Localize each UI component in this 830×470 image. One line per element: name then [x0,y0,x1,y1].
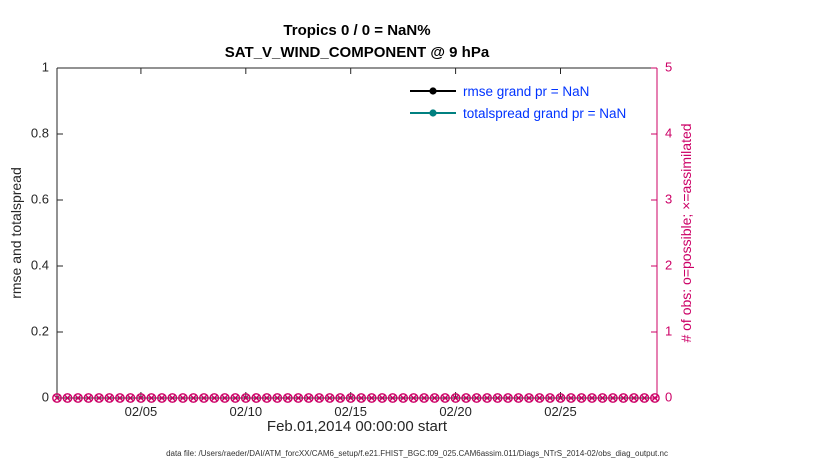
legend: rmse grand pr = NaN totalspread grand pr… [410,80,626,124]
right-y-tick-label: 2 [665,257,672,272]
left-y-tick-label: 0.2 [31,323,49,338]
left-y-tick-label: 0 [42,389,49,404]
legend-item-totalspread: totalspread grand pr = NaN [410,102,626,124]
left-y-tick-label: 0.6 [31,191,49,206]
chart-title-line2: SAT_V_WIND_COMPONENT @ 9 hPa [224,44,490,61]
legend-swatch-totalspread [410,109,456,117]
x-axis-label: Feb.01,2014 00:00:00 start [266,418,448,435]
y-axis-label-right: # of obs: o=possible; ×=assimilated [678,123,694,343]
left-y-ticks: 0 0.2 0.4 0.6 0.8 1 [31,59,63,404]
x-tick-label: 02/25 [544,404,577,419]
obs-markers-circle [52,393,660,403]
x-tick-label: 02/05 [125,404,158,419]
right-y-tick-label: 1 [665,323,672,338]
right-y-tick-label: 0 [665,389,672,404]
y-axis-label-left: rmse and totalspread [8,167,24,299]
legend-label-rmse: rmse grand pr = NaN [463,83,590,99]
x-ticks: 02/05 02/10 02/15 02/20 02/25 [125,68,577,419]
left-y-tick-label: 0.8 [31,125,49,140]
legend-swatch-rmse [410,87,456,95]
legend-item-rmse: rmse grand pr = NaN [410,80,626,102]
x-tick-label: 02/20 [439,404,472,419]
right-y-ticks: 0 1 2 3 4 5 [651,59,672,404]
x-tick-label: 02/15 [334,404,367,419]
right-y-tick-label: 4 [665,125,672,140]
legend-label-totalspread: totalspread grand pr = NaN [463,105,627,121]
right-y-tick-label: 3 [665,191,672,206]
left-y-tick-label: 0.4 [31,257,49,272]
right-y-tick-label: 5 [665,59,672,74]
chart-title-line1: Tropics 0 / 0 = NaN% [283,22,431,39]
obs-markers-x [53,394,658,402]
x-tick-label: 02/10 [230,404,263,419]
left-y-tick-label: 1 [42,59,49,74]
data-file-caption: data file: /Users/raeder/DAI/ATM_forcXX/… [166,449,668,458]
